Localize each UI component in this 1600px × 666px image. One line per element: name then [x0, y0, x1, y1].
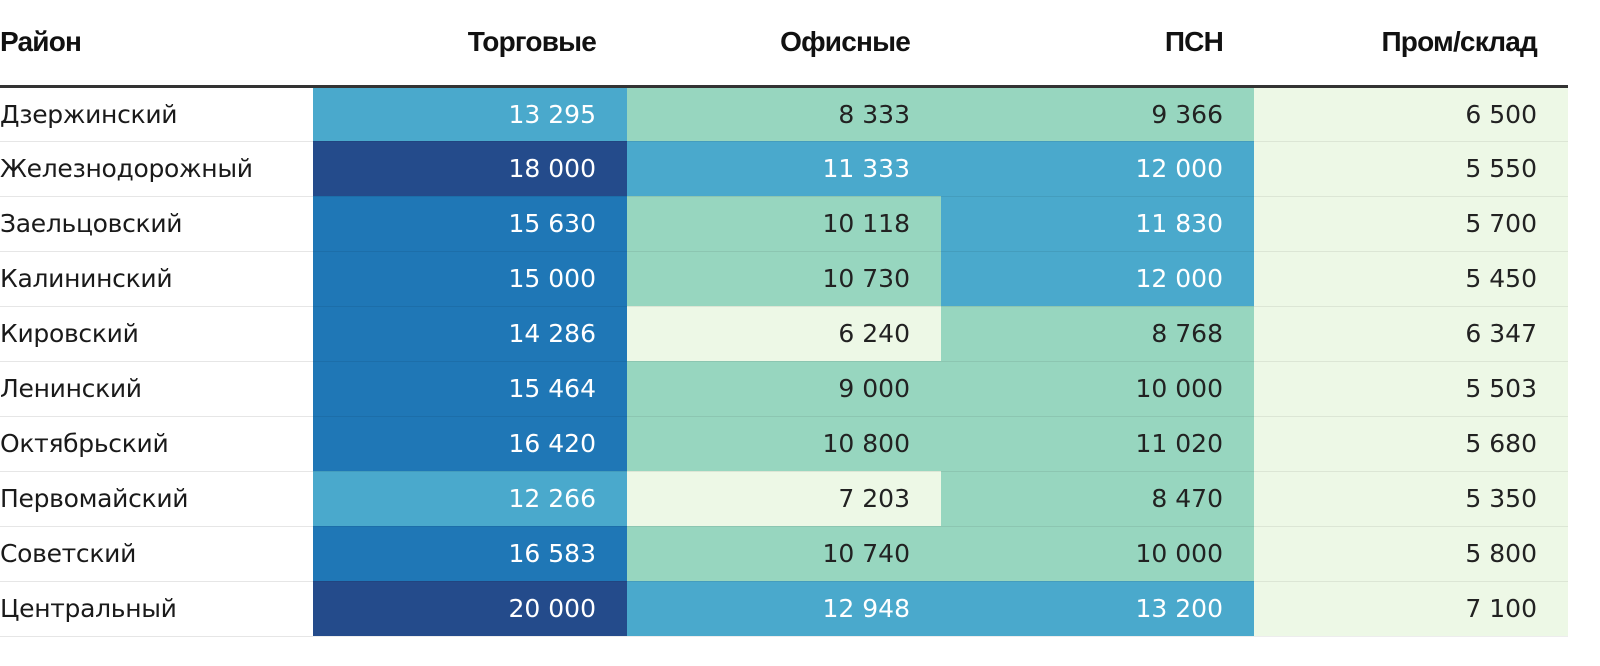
cell-office: 12 948 [627, 581, 941, 637]
cell-industrial-warehouse: 5 350 [1254, 471, 1568, 527]
district-name: Кировский [0, 306, 313, 362]
table-body: Дзержинский 13 295 8 333 9 366 6 500 Железнод… [0, 86, 1568, 637]
table-row: Советский 16 583 10 740 10 000 5 800 [0, 526, 1568, 582]
cell-industrial-warehouse: 5 800 [1254, 526, 1568, 582]
cell-office: 7 203 [627, 471, 941, 527]
cell-retail: 20 000 [313, 581, 627, 637]
district-name: Октябрьский [0, 416, 313, 472]
cell-free-purpose: 11 830 [941, 196, 1254, 252]
table-row: Дзержинский 13 295 8 333 9 366 6 500 [0, 86, 1568, 142]
cell-office: 10 800 [627, 416, 941, 472]
cell-free-purpose: 10 000 [941, 361, 1254, 417]
cell-retail: 16 583 [313, 526, 627, 582]
cell-free-purpose: 10 000 [941, 526, 1254, 582]
cell-free-purpose: 12 000 [941, 251, 1254, 307]
cell-retail: 15 464 [313, 361, 627, 417]
column-header-district: Район [0, 0, 313, 88]
district-name: Первомайский [0, 471, 313, 527]
cell-free-purpose: 9 366 [941, 86, 1254, 142]
table-row: Кировский 14 286 6 240 8 768 6 347 [0, 306, 1568, 362]
district-name: Дзержинский [0, 86, 313, 142]
cell-office: 6 240 [627, 306, 941, 362]
table-row: Заельцовский 15 630 10 118 11 830 5 700 [0, 196, 1568, 252]
cell-office: 10 118 [627, 196, 941, 252]
cell-retail: 15 630 [313, 196, 627, 252]
district-name: Железнодорожный [0, 141, 313, 197]
district-name: Советский [0, 526, 313, 582]
heatmap-table: Район Торговые Офисные ПСН Пром/склад Дз… [0, 0, 1568, 637]
cell-free-purpose: 8 768 [941, 306, 1254, 362]
cell-office: 10 740 [627, 526, 941, 582]
cell-industrial-warehouse: 5 550 [1254, 141, 1568, 197]
cell-free-purpose: 11 020 [941, 416, 1254, 472]
table-row: Ленинский 15 464 9 000 10 000 5 503 [0, 361, 1568, 417]
cell-industrial-warehouse: 6 347 [1254, 306, 1568, 362]
district-name: Калининский [0, 251, 313, 307]
cell-retail: 15 000 [313, 251, 627, 307]
table-row: Октябрьский 16 420 10 800 11 020 5 680 [0, 416, 1568, 472]
cell-free-purpose: 12 000 [941, 141, 1254, 197]
cell-office: 11 333 [627, 141, 941, 197]
cell-industrial-warehouse: 5 700 [1254, 196, 1568, 252]
cell-office: 9 000 [627, 361, 941, 417]
column-header-industrial-warehouse: Пром/склад [1254, 0, 1568, 88]
table-row: Центральный 20 000 12 948 13 200 7 100 [0, 581, 1568, 637]
table-row: Железнодорожный 18 000 11 333 12 000 5 550 [0, 141, 1568, 197]
cell-industrial-warehouse: 6 500 [1254, 86, 1568, 142]
heatmap-table-container: Район Торговые Офисные ПСН Пром/склад Дз… [0, 0, 1568, 637]
district-name: Центральный [0, 581, 313, 637]
cell-industrial-warehouse: 7 100 [1254, 581, 1568, 637]
cell-retail: 14 286 [313, 306, 627, 362]
column-header-office: Офисные [627, 0, 941, 88]
district-name: Ленинский [0, 361, 313, 417]
cell-industrial-warehouse: 5 503 [1254, 361, 1568, 417]
district-name: Заельцовский [0, 196, 313, 252]
column-header-free-purpose: ПСН [941, 0, 1254, 88]
cell-retail: 12 266 [313, 471, 627, 527]
cell-office: 10 730 [627, 251, 941, 307]
header-row: Район Торговые Офисные ПСН Пром/склад [0, 0, 1568, 88]
cell-free-purpose: 8 470 [941, 471, 1254, 527]
table-row: Калининский 15 000 10 730 12 000 5 450 [0, 251, 1568, 307]
cell-retail: 13 295 [313, 86, 627, 142]
cell-industrial-warehouse: 5 450 [1254, 251, 1568, 307]
cell-free-purpose: 13 200 [941, 581, 1254, 637]
table-row: Первомайский 12 266 7 203 8 470 5 350 [0, 471, 1568, 527]
cell-retail: 18 000 [313, 141, 627, 197]
column-header-retail: Торговые [313, 0, 627, 88]
cell-industrial-warehouse: 5 680 [1254, 416, 1568, 472]
cell-office: 8 333 [627, 86, 941, 142]
cell-retail: 16 420 [313, 416, 627, 472]
